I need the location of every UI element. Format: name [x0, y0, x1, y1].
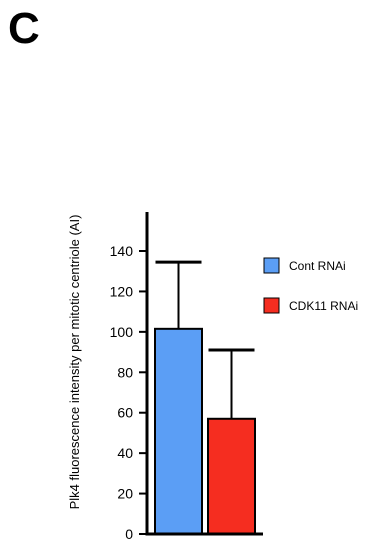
legend-label: Cont RNAi	[289, 259, 346, 273]
error-bars	[155, 260, 255, 419]
y-tick-label: 60	[117, 405, 133, 421]
y-tick-label: 0	[125, 526, 133, 542]
y-tick-label: 120	[110, 283, 134, 299]
y-tick-label: 100	[110, 324, 134, 340]
y-tick-label: 20	[117, 486, 133, 502]
bar-cdk11-rnai	[207, 417, 256, 535]
y-tick-label: 80	[117, 364, 133, 380]
panel-letter: C	[8, 4, 40, 53]
y-ticks: 0 20 40 60 80 100 120 140	[110, 243, 147, 542]
legend-label: CDK11 RNAi	[289, 299, 358, 313]
legend-swatch	[263, 257, 280, 274]
y-axis-label: Plk4 fluorescence intensity per mitotic …	[67, 215, 82, 510]
bar-cont-rnai	[154, 327, 203, 536]
y-tick-label: 40	[117, 445, 133, 461]
y-axis-label-group: Plk4 fluorescence intensity per mitotic …	[67, 215, 82, 510]
legend: Cont RNAi CDK11 RNAi	[263, 257, 358, 314]
y-tick-label: 140	[110, 243, 134, 259]
legend-swatch	[263, 297, 280, 314]
bars	[154, 327, 256, 536]
